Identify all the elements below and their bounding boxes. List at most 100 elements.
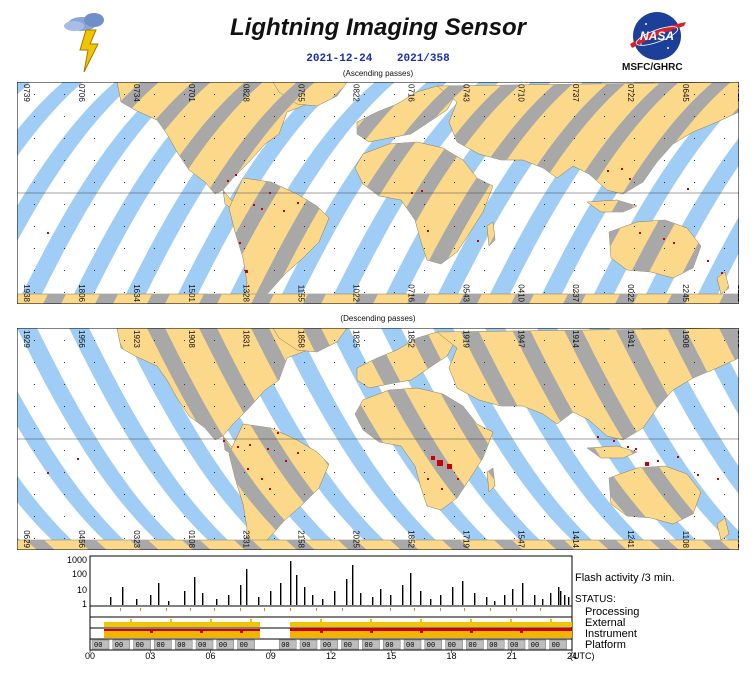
flash-bar <box>504 595 506 605</box>
pass-time-bottom: 2158 <box>297 530 306 548</box>
pass-time-bottom: 0629 <box>22 530 31 548</box>
pass-time-top: 1923 <box>132 330 141 348</box>
ascending-passes-map: 0739 1938 0706 1806 0734 1634 0701 1501 0828 1328… <box>17 82 739 304</box>
flash-bar <box>486 597 488 605</box>
flash-bar <box>372 597 374 605</box>
utc-unit-label: (UTC) <box>570 651 595 661</box>
x-tick: 24 <box>567 651 577 661</box>
pass-time-bottom: 1022 <box>352 284 361 302</box>
platform-marker: 00 <box>323 642 331 650</box>
flash-activity-label: Flash activity /3 min. <box>575 572 675 584</box>
flash-y-tick: 1 <box>82 599 87 609</box>
pass-time-bottom: 2245 <box>681 284 690 302</box>
flash-bar <box>410 573 412 605</box>
pass-time-bottom: 0410 <box>516 284 525 302</box>
pass-time-bottom: 1414 <box>571 530 580 548</box>
pass-time-top: 0737 <box>571 84 580 102</box>
flash-y-tick: 1000 <box>67 555 87 565</box>
flash-bar <box>290 561 292 605</box>
flash-bar <box>270 591 272 605</box>
pass-time-top: 1914 <box>571 330 580 348</box>
flash-bar <box>550 593 552 605</box>
platform-marker: 00 <box>156 642 164 650</box>
pass-time-bottom: 0801 <box>736 530 739 548</box>
pass-time-top: 0743 <box>461 84 470 102</box>
flash-bar <box>534 595 536 605</box>
flash-bar <box>420 591 422 605</box>
page-title: Lightning Imaging Sensor <box>230 14 526 41</box>
pass-time-top: 0701 <box>187 84 196 102</box>
platform-marker: 00 <box>385 642 393 650</box>
flash-bar <box>462 581 464 605</box>
platform-marker: 00 <box>240 642 248 650</box>
platform-marker: 00 <box>115 642 123 650</box>
pass-time-bottom: 0543 <box>461 284 470 302</box>
flash-bar <box>564 595 566 605</box>
agency-label: MSFC/GHRC <box>622 62 683 73</box>
flash-bar <box>258 597 260 605</box>
pass-time-bottom: 1108 <box>681 531 690 549</box>
status-heading: STATUS: <box>575 594 616 605</box>
platform-marker: 00 <box>489 642 497 650</box>
x-tick: 06 <box>205 651 215 661</box>
platform-marker: 00 <box>406 642 414 650</box>
pass-time-top: 0716 <box>406 84 415 102</box>
pass-time-bottom: 1547 <box>516 530 525 548</box>
nasa-logo-text: NASA <box>640 29 674 43</box>
platform-marker: 00 <box>302 642 310 650</box>
pass-time-top: 1941 <box>626 330 635 348</box>
flash-y-tick: 100 <box>72 569 87 579</box>
pass-time-top: 0722 <box>626 84 635 102</box>
pass-time-top: 1956 <box>77 330 86 348</box>
flash-bar <box>194 577 196 605</box>
flash-bar <box>216 599 218 605</box>
platform-marker: 00 <box>427 642 435 650</box>
pass-time-top: 0710 <box>516 84 525 102</box>
descending-label: (Descending passes) <box>340 314 416 323</box>
flash-bar <box>110 597 112 605</box>
x-tick: 09 <box>266 651 276 661</box>
pass-time-top: 0755 <box>297 84 306 102</box>
pass-time-top: 1825 <box>352 330 361 348</box>
flash-bar <box>246 569 248 605</box>
pass-time-bottom: 2025 <box>352 530 361 548</box>
flash-bar <box>228 595 230 605</box>
pass-time-top: 1908 <box>681 330 690 348</box>
pass-time-top: 0822 <box>352 84 361 102</box>
flash-bar <box>494 601 496 605</box>
platform-marker: 00 <box>344 642 352 650</box>
flash-bar <box>452 587 454 605</box>
platform-marker: 00 <box>177 642 185 650</box>
flash-bar <box>360 593 362 605</box>
pass-time-bottom: 1501 <box>187 284 196 302</box>
flash-bar <box>542 599 544 605</box>
pass-time-bottom: 0022 <box>626 284 635 302</box>
flash-bar <box>136 599 138 605</box>
flash-bar <box>150 595 152 605</box>
flash-bar <box>168 601 170 605</box>
x-tick: 21 <box>507 651 517 661</box>
flash-bar <box>322 599 324 605</box>
flash-bar <box>380 589 382 605</box>
flash-bar <box>430 599 432 605</box>
flash-bar <box>202 593 204 605</box>
x-tick: 18 <box>446 651 456 661</box>
pass-time-top: 1947 <box>516 330 525 348</box>
flash-y-tick: 10 <box>77 585 87 595</box>
platform-marker: 00 <box>552 642 560 650</box>
flash-bar <box>352 565 354 605</box>
platform-marker: 00 <box>219 642 227 650</box>
timeline-labels: Flash activity /3 min. STATUS: Processin… <box>575 556 755 676</box>
day-of-year-text: 2021/358 <box>396 53 450 65</box>
pass-time-bottom: 0323 <box>132 530 141 548</box>
flash-bar <box>184 591 186 605</box>
descending-passes-map: 1929 0629 1956 0456 1923 0323 1908 0108 1831 2331… <box>17 328 739 550</box>
platform-marker: 00 <box>94 642 102 650</box>
flash-bar <box>558 587 560 605</box>
flash-bar <box>346 579 348 605</box>
flash-activity-plot <box>89 555 573 607</box>
x-tick: 00 <box>85 651 95 661</box>
pass-time-top: 0712 <box>736 84 739 102</box>
x-tick: 03 <box>145 651 155 661</box>
nasa-logo-icon: NASA <box>630 12 686 60</box>
